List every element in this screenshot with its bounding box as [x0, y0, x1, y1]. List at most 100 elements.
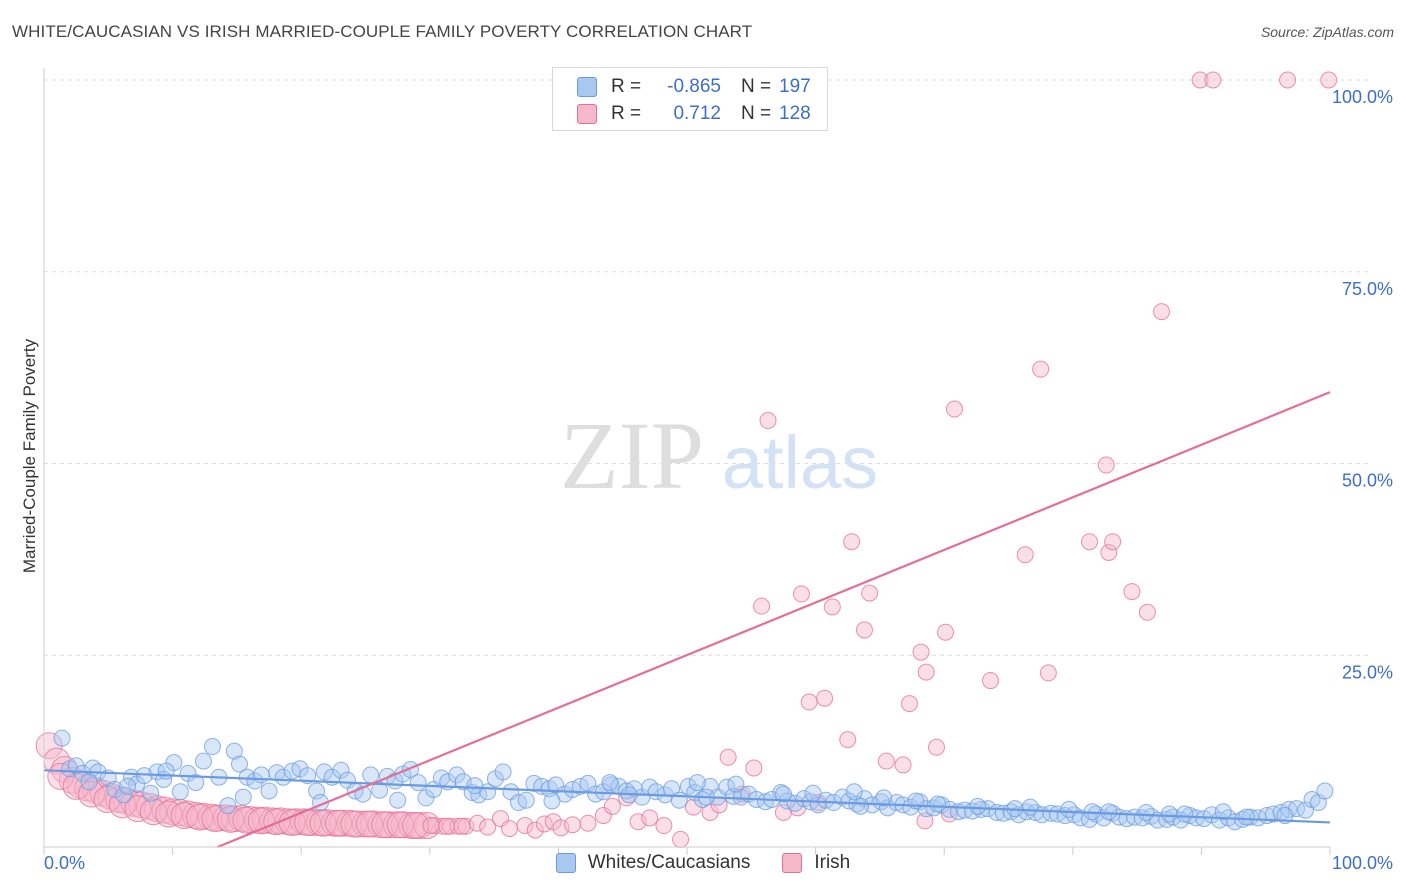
point-whites: [543, 792, 561, 810]
point-irish: [359, 810, 387, 838]
watermark-atlas: atlas: [722, 421, 878, 504]
point-whites: [448, 766, 466, 784]
point-whites: [969, 797, 987, 815]
point-whites: [1100, 803, 1118, 821]
axes: 25.0% 50.0% 75.0% 100.0% 0.0% 100.0%: [43, 68, 1393, 873]
point-irish: [594, 807, 612, 825]
point-irish: [453, 817, 471, 835]
legend-n-value: 128: [779, 103, 811, 124]
point-irish: [526, 821, 544, 839]
point-whites: [389, 791, 407, 809]
point-whites: [171, 783, 189, 801]
point-whites: [225, 742, 243, 760]
point-whites: [929, 795, 947, 813]
point-whites: [547, 776, 565, 794]
trend-line-irish: [217, 391, 1331, 849]
chart-title: WHITE/CAUCASIAN VS IRISH MARRIED-COUPLE …: [12, 22, 753, 41]
point-irish: [375, 811, 403, 839]
y-tick-label: 100.0%: [1332, 87, 1393, 107]
legend-r-value: 0.712: [673, 103, 721, 124]
y-tick-label: 25.0%: [1342, 662, 1393, 682]
point-whites: [845, 783, 863, 801]
point-whites: [1160, 805, 1178, 823]
point-whites: [234, 788, 252, 806]
legend-row-whites: R = -0.865 N = 197: [577, 73, 811, 101]
point-irish: [1039, 664, 1057, 682]
point-irish: [155, 800, 183, 828]
legend-label-whites: Whites/Caucasians: [587, 852, 751, 873]
point-irish: [672, 830, 690, 848]
point-irish: [945, 400, 963, 418]
point-irish: [855, 621, 873, 639]
point-irish: [1016, 546, 1034, 564]
point-whites: [688, 774, 706, 792]
point-whites: [80, 773, 98, 791]
point-irish: [232, 806, 260, 834]
point-irish: [344, 810, 372, 838]
point-irish: [745, 759, 763, 777]
point-irish: [402, 812, 430, 840]
point-whites: [670, 791, 688, 809]
legend-item-irish[interactable]: Irish: [782, 852, 850, 874]
point-irish: [386, 811, 414, 839]
point-whites: [1021, 798, 1039, 816]
point-whites: [119, 777, 137, 795]
point-whites: [1237, 808, 1255, 826]
legend-swatch-irish: [782, 853, 803, 873]
point-irish: [800, 693, 818, 711]
point-irish: [753, 597, 771, 615]
point-whites: [852, 797, 870, 815]
series-legend: Whites/Caucasians Irish: [0, 852, 1406, 874]
point-whites: [756, 793, 774, 811]
point-irish: [564, 816, 582, 834]
point-whites: [219, 797, 237, 815]
point-irish: [1138, 603, 1156, 621]
gridlines: [44, 79, 1370, 656]
point-whites: [517, 791, 535, 809]
point-irish: [479, 818, 497, 836]
point-irish: [894, 756, 912, 774]
legend-item-whites[interactable]: Whites/Caucasians: [555, 852, 751, 874]
point-whites: [409, 774, 427, 792]
point-whites: [1137, 803, 1155, 821]
point-irish: [912, 643, 930, 661]
watermark-zip: ZIP: [560, 402, 704, 509]
correlation-legend: R = -0.865 N = 197 R = 0.712 N = 128: [552, 67, 828, 131]
point-irish: [1153, 303, 1171, 321]
point-irish: [759, 412, 777, 430]
point-whites: [187, 774, 205, 792]
point-whites: [774, 785, 792, 803]
point-whites: [1060, 800, 1078, 818]
point-whites: [157, 762, 175, 780]
point-irish: [579, 814, 597, 832]
point-whites: [1027, 803, 1045, 821]
point-whites: [1042, 804, 1060, 822]
point-irish: [170, 802, 198, 830]
point-irish: [1081, 533, 1099, 551]
point-whites: [53, 729, 71, 747]
point-irish: [861, 584, 879, 602]
point-irish: [1100, 543, 1118, 561]
point-irish: [900, 695, 918, 713]
point-irish: [927, 738, 945, 756]
trend-lines: [43, 391, 1331, 849]
point-irish: [792, 585, 810, 603]
point-whites: [1316, 782, 1334, 800]
point-irish: [398, 812, 426, 840]
point-whites: [252, 766, 270, 784]
legend-label-irish: Irish: [814, 852, 851, 873]
legend-r-value: -0.865: [667, 76, 721, 97]
point-irish: [1097, 456, 1115, 474]
point-whites: [332, 761, 350, 779]
point-irish: [1123, 583, 1141, 601]
point-irish: [1279, 71, 1297, 89]
point-whites: [1214, 803, 1232, 821]
point-whites: [106, 780, 124, 798]
point-irish: [719, 748, 737, 766]
point-irish: [981, 672, 999, 690]
point-irish: [916, 812, 934, 830]
point-irish: [839, 731, 857, 749]
y-tick-label: 75.0%: [1342, 279, 1393, 299]
legend-swatch-irish: [577, 104, 597, 124]
